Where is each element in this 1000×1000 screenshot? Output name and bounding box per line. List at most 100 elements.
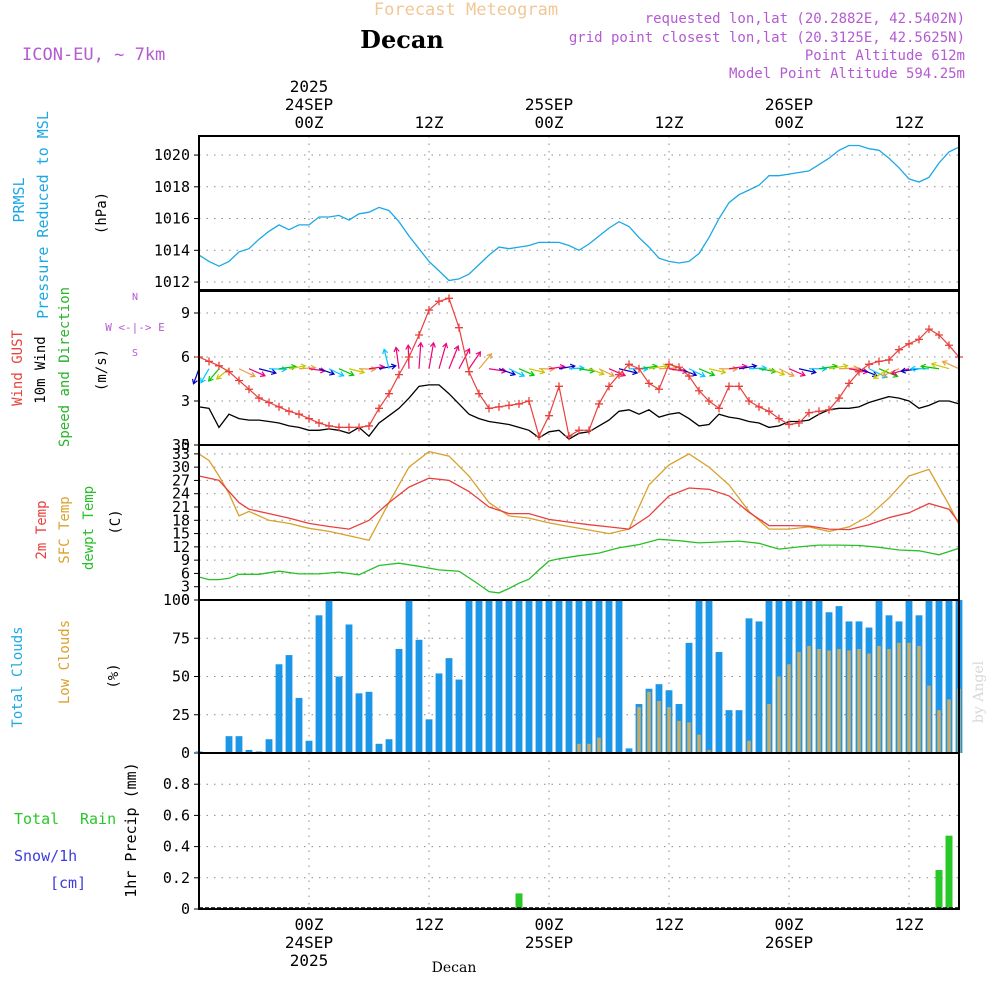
- total-cloud-bar: [695, 600, 703, 753]
- gust-marker: [525, 397, 533, 405]
- tick-label: 0: [181, 436, 190, 454]
- wind-arrow-head: [270, 369, 277, 376]
- gust-marker: [925, 325, 933, 334]
- total-cloud-bar: [465, 600, 473, 753]
- wind-arrow-head: [442, 342, 449, 349]
- tick-label: 50: [172, 668, 190, 686]
- low-cloud-bar: [837, 648, 841, 753]
- gust-marker: [285, 407, 293, 416]
- wind-arrow-head: [207, 375, 214, 382]
- tick-label: 6: [181, 564, 190, 582]
- wind-arrow: [878, 368, 898, 378]
- tick-label: 100: [163, 591, 190, 609]
- wind-arrow: [778, 368, 795, 377]
- wind-arrow: [748, 367, 767, 370]
- total-cloud-bar: [605, 600, 613, 753]
- gust-marker: [945, 341, 953, 350]
- tick-label: 25: [172, 706, 190, 724]
- low-cloud-bar: [817, 648, 821, 753]
- wind-arrow-head: [359, 368, 366, 375]
- gust-marker: [705, 397, 713, 405]
- gust-marker: [385, 389, 393, 398]
- pressure-unit: (hPa): [94, 192, 110, 234]
- total-cloud-bar: [725, 710, 733, 753]
- low-cloud-bar: [637, 707, 641, 753]
- tick-label: 9: [181, 551, 190, 569]
- low-cloud-bar: [577, 743, 581, 753]
- low-cloud-bar: [827, 650, 831, 753]
- low-cloud-bar: [597, 737, 601, 753]
- gust-marker: [725, 382, 733, 391]
- total-cloud-bar: [415, 639, 423, 753]
- gust-marker: [325, 421, 333, 430]
- wind-arrow: [268, 368, 287, 370]
- wind-arrow-head: [890, 369, 897, 376]
- sfc-temp-line: [198, 450, 960, 541]
- wind-arrow-head: [393, 346, 400, 353]
- location-title: Decan: [360, 25, 444, 54]
- total-cloud-bar: [535, 600, 543, 753]
- wind-arrow: [798, 368, 816, 374]
- wind-arrow: [548, 365, 565, 370]
- wind-arrow: [318, 368, 335, 375]
- gust-marker: [235, 376, 243, 385]
- total-cloud-bar: [515, 600, 523, 753]
- wind-arrow: [378, 365, 396, 370]
- total-cloud-bar: [505, 600, 513, 753]
- gust-marker: [905, 339, 913, 348]
- total-cloud-bar: [555, 600, 563, 753]
- gust-marker: [745, 397, 753, 405]
- total-cloud-bar: [495, 600, 503, 753]
- tick-label: 12: [172, 538, 190, 556]
- low-cloud-bar: [587, 743, 591, 753]
- wind-arrow-head: [215, 374, 222, 380]
- total-cloud-bar: [715, 652, 723, 753]
- bottom-time-label: 2025: [290, 951, 329, 970]
- low-cloud-bar: [927, 685, 931, 753]
- gust-marker: [805, 408, 813, 417]
- total-cloud-bar: [385, 739, 393, 753]
- wind-arrow-head: [930, 361, 937, 368]
- low-cloud-bar: [667, 707, 671, 753]
- wind-arrow: [395, 347, 400, 369]
- tick-label: 15: [172, 525, 190, 543]
- wind-arrow-head: [382, 348, 389, 355]
- gust-marker: [305, 414, 313, 423]
- tick-label: 75: [172, 629, 190, 647]
- total-cloud-bar: [305, 740, 313, 753]
- wind-arrow: [438, 343, 447, 369]
- low-cloud-bar: [917, 645, 921, 753]
- wind-arrow-head: [281, 366, 288, 373]
- wind-arrow: [478, 353, 492, 370]
- wind-arrow-head: [920, 363, 927, 370]
- total-cloud-bar: [335, 676, 343, 753]
- temp-2m-label: 2m Temp: [34, 500, 50, 559]
- gust-marker: [295, 410, 303, 419]
- gust-marker: [315, 419, 323, 427]
- low-cloud-bar: [867, 653, 871, 753]
- point-altitude: Point Altitude 612m: [805, 48, 965, 64]
- gust-marker: [875, 357, 883, 366]
- wind-arrow-head: [699, 371, 706, 378]
- gust-marker: [615, 370, 623, 379]
- gust-marker: [545, 411, 553, 420]
- gust-marker: [455, 323, 463, 332]
- wind-arrow: [618, 368, 638, 374]
- wind-arrow: [882, 368, 900, 377]
- wind-arrow: [558, 365, 575, 370]
- gust-marker: [415, 331, 423, 339]
- total-cloud-bar: [625, 748, 633, 753]
- top-time-label: 00Z: [775, 113, 804, 132]
- total-cloud-bar: [275, 664, 283, 753]
- wind-gust-label: Wind GUST: [10, 330, 26, 406]
- gust-marker: [765, 407, 773, 416]
- rain-bar: [945, 835, 953, 909]
- top-time-label: 2025: [290, 77, 329, 96]
- gust-marker: [275, 402, 283, 411]
- total-cloud-bar: [545, 600, 553, 753]
- wind-arrow-head: [900, 367, 907, 374]
- clouds-panel: 0 25 50 75 100 Total Clouds Low Clouds (%) b…: [10, 591, 987, 762]
- bottom-time-label: 12Z: [895, 915, 924, 934]
- sfc-temp-label: SFC Temp: [57, 496, 73, 563]
- wind-arrow-head: [892, 372, 899, 378]
